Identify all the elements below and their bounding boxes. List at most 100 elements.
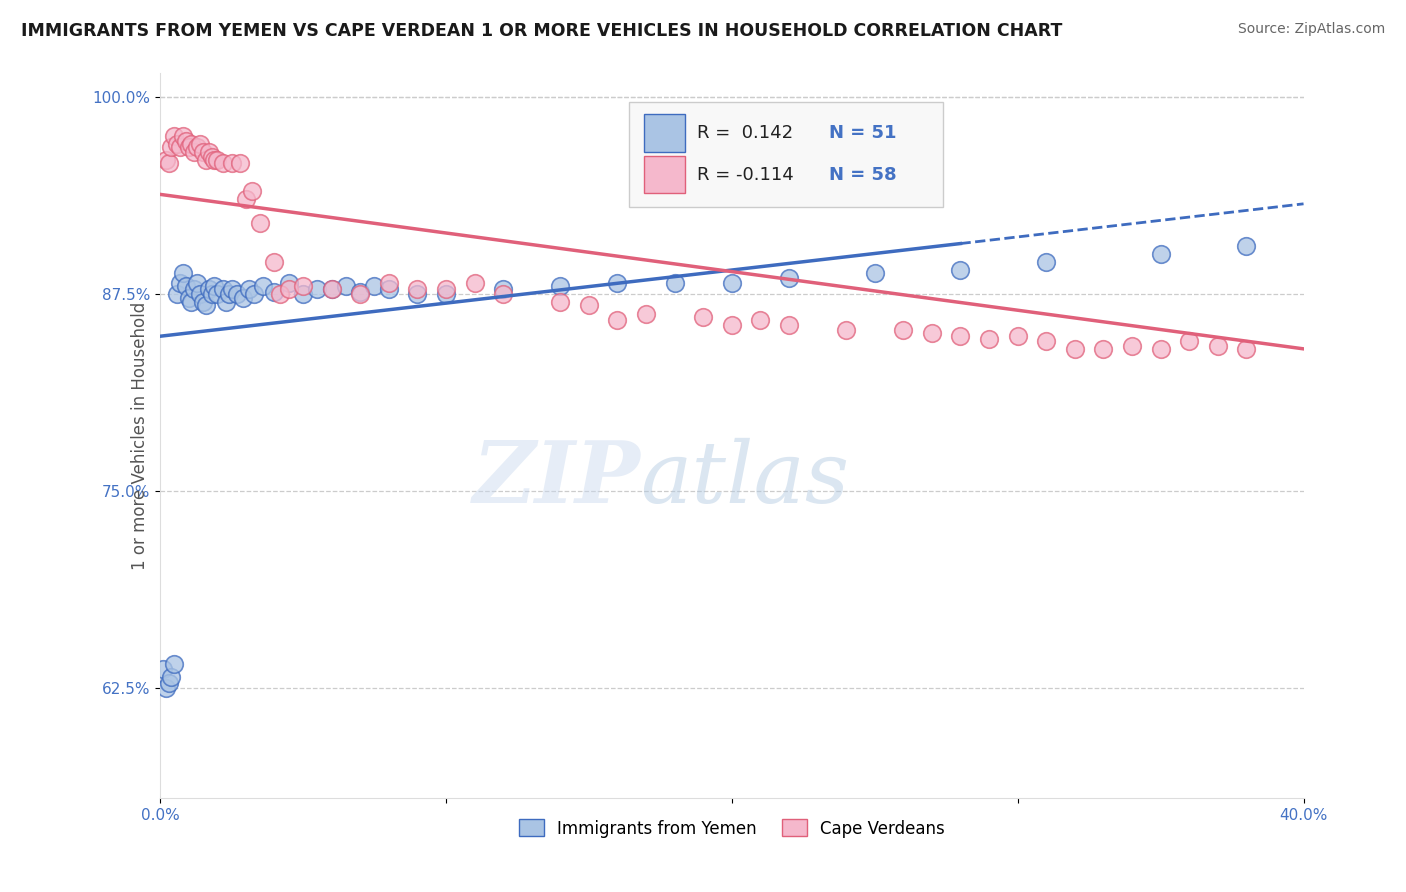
Point: [606, 313, 628, 327]
Point: [221, 282, 243, 296]
Point: [191, 145, 214, 159]
Point: [174, 134, 197, 148]
Point: [1007, 329, 1029, 343]
Point: [1149, 342, 1171, 356]
Point: [363, 278, 385, 293]
Point: [1234, 239, 1257, 253]
Point: [243, 286, 266, 301]
Point: [949, 329, 972, 343]
Point: [349, 286, 371, 301]
Point: [205, 153, 228, 167]
Point: [160, 140, 183, 154]
Point: [778, 318, 800, 333]
Point: [155, 153, 177, 167]
Point: [1149, 247, 1171, 261]
Point: [349, 285, 371, 299]
Point: [492, 286, 515, 301]
Point: [172, 129, 194, 144]
Point: [215, 294, 238, 309]
Point: [463, 276, 485, 290]
Point: [200, 286, 222, 301]
Point: [177, 292, 200, 306]
Point: [406, 286, 429, 301]
Point: [835, 323, 858, 337]
Point: [240, 184, 263, 198]
Point: [183, 282, 205, 296]
Point: [249, 216, 271, 230]
Text: R = -0.114: R = -0.114: [697, 166, 794, 184]
Y-axis label: 1 or more Vehicles in Household: 1 or more Vehicles in Household: [131, 301, 149, 570]
Legend: Immigrants from Yemen, Cape Verdeans: Immigrants from Yemen, Cape Verdeans: [512, 813, 952, 844]
Point: [578, 298, 600, 312]
Point: [238, 282, 260, 296]
Point: [321, 282, 343, 296]
Point: [949, 263, 972, 277]
Point: [548, 278, 571, 293]
Point: [335, 278, 357, 293]
FancyBboxPatch shape: [628, 102, 943, 207]
Text: N = 58: N = 58: [830, 166, 897, 184]
Point: [720, 276, 742, 290]
Point: [692, 310, 714, 325]
Point: [377, 276, 399, 290]
Point: [200, 149, 222, 163]
Point: [252, 278, 274, 293]
Text: N = 51: N = 51: [830, 124, 897, 142]
Point: [166, 286, 188, 301]
Point: [291, 286, 314, 301]
Point: [1206, 339, 1229, 353]
Point: [218, 286, 240, 301]
Point: [1035, 255, 1057, 269]
Point: [212, 156, 235, 170]
Point: [434, 286, 457, 301]
Point: [263, 285, 285, 299]
Text: IMMIGRANTS FROM YEMEN VS CAPE VERDEAN 1 OR MORE VEHICLES IN HOUSEHOLD CORRELATIO: IMMIGRANTS FROM YEMEN VS CAPE VERDEAN 1 …: [21, 22, 1063, 40]
FancyBboxPatch shape: [644, 155, 685, 194]
Point: [548, 294, 571, 309]
Point: [163, 657, 186, 672]
Point: [188, 136, 211, 151]
Point: [157, 156, 180, 170]
Point: [183, 145, 205, 159]
Point: [664, 276, 686, 290]
Point: [163, 129, 186, 144]
Point: [277, 276, 299, 290]
Point: [205, 286, 228, 301]
Point: [194, 153, 217, 167]
FancyBboxPatch shape: [644, 114, 685, 152]
Point: [1121, 339, 1143, 353]
Point: [377, 282, 399, 296]
Text: Source: ZipAtlas.com: Source: ZipAtlas.com: [1237, 22, 1385, 37]
Point: [188, 286, 211, 301]
Point: [634, 307, 657, 321]
Text: atlas: atlas: [640, 438, 849, 520]
Point: [307, 282, 329, 296]
Point: [291, 278, 314, 293]
Point: [1178, 334, 1201, 348]
Point: [155, 681, 177, 695]
Point: [891, 323, 914, 337]
Point: [720, 318, 742, 333]
Point: [749, 313, 772, 327]
Text: R =  0.142: R = 0.142: [697, 124, 793, 142]
Point: [263, 255, 285, 269]
Point: [160, 670, 183, 684]
Point: [321, 282, 343, 296]
Point: [174, 278, 197, 293]
Point: [406, 282, 429, 296]
Point: [232, 292, 254, 306]
Point: [229, 156, 252, 170]
Point: [197, 282, 219, 296]
Point: [186, 276, 208, 290]
Point: [221, 156, 243, 170]
Point: [1035, 334, 1057, 348]
Point: [180, 136, 202, 151]
Point: [606, 276, 628, 290]
Point: [169, 276, 191, 290]
Point: [235, 192, 257, 206]
Point: [226, 286, 249, 301]
Point: [492, 282, 515, 296]
Point: [152, 662, 174, 676]
Point: [166, 136, 188, 151]
Point: [202, 278, 225, 293]
